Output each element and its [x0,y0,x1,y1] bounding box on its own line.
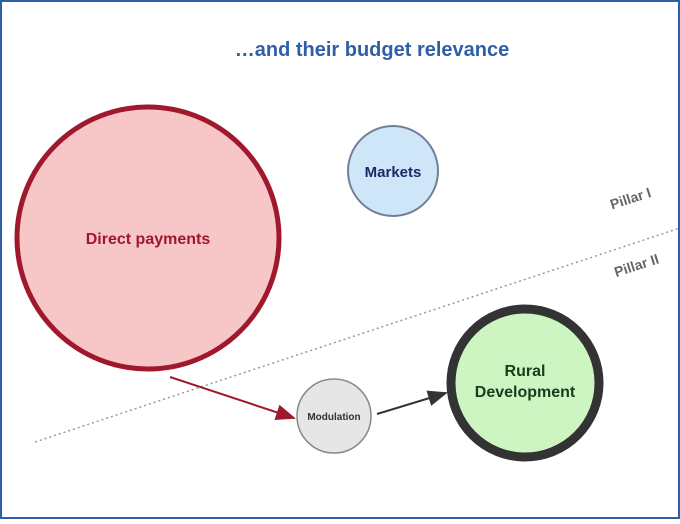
pillar-divider [34,227,680,443]
node-circle [14,104,282,372]
node-circle [347,125,439,217]
node-circle [296,378,372,454]
node-circle [446,304,604,462]
arrow [376,390,448,415]
node-label: Development [475,384,576,401]
node-label: Rural [505,363,546,380]
title: …and their budget relevance [235,39,510,61]
node-label: Markets [365,164,422,181]
node-label: Direct payments [86,231,211,248]
node-label: Modulation [307,412,360,423]
arrow [169,376,296,420]
